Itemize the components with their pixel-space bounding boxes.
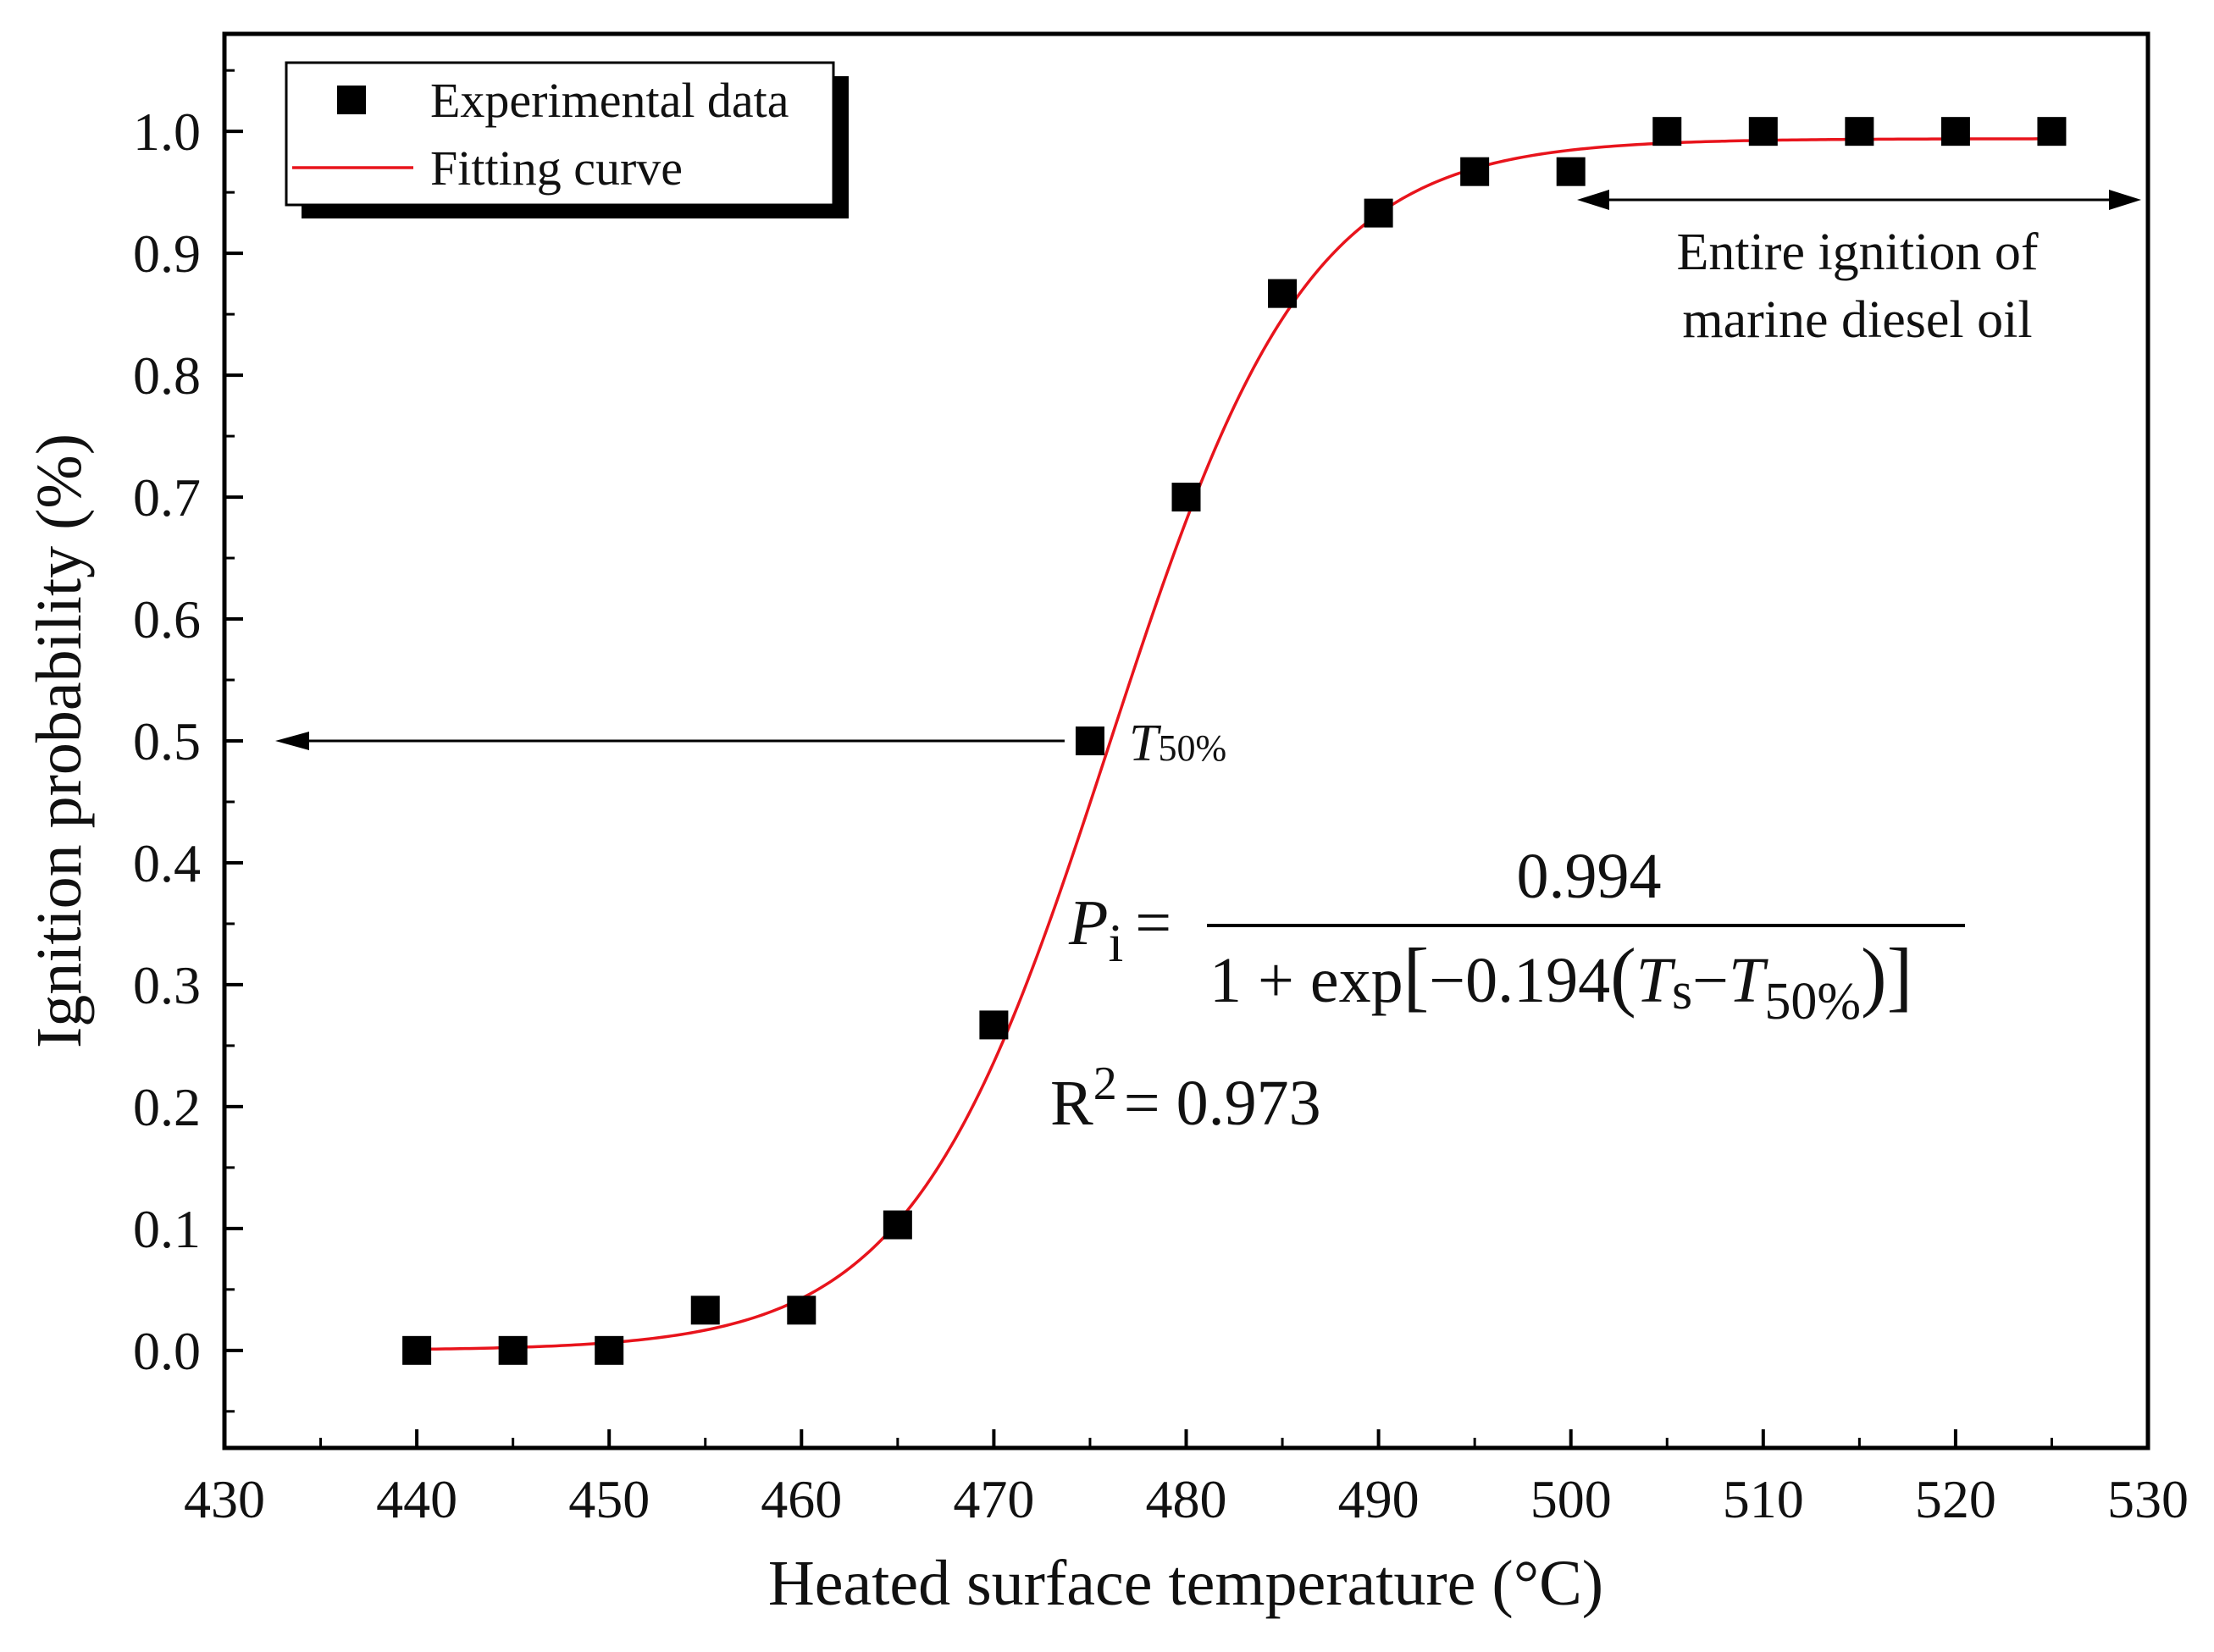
t50-label: T50% [1129, 715, 1226, 772]
ignition-label-line2: marine diesel oil [1682, 291, 2032, 349]
r-squared: R2 = 0.973 [1050, 1058, 1321, 1139]
y-tick-label: 0.7 [133, 467, 201, 528]
x-tick-label: 500 [1530, 1469, 1612, 1529]
data-point [1652, 117, 1682, 146]
y-tick-label: 0.6 [133, 589, 201, 649]
y-tick-label: 1.0 [133, 102, 201, 162]
legend-box [285, 61, 835, 207]
y-tick-label: 0.9 [133, 224, 201, 284]
t50-arrow [275, 732, 1065, 750]
y-tick-label: 0.5 [133, 711, 201, 771]
data-point [1556, 157, 1586, 186]
ignition-label-line1: Entire ignition of [1676, 224, 2038, 281]
data-point [1268, 279, 1298, 308]
x-tick-label: 490 [1338, 1469, 1420, 1529]
x-tick-label: 480 [1146, 1469, 1227, 1529]
x-tick-label: 440 [376, 1469, 457, 1529]
experimental-data-points [402, 117, 2067, 1365]
x-tick-label: 470 [953, 1469, 1034, 1529]
y-tick-label: 0.4 [133, 833, 201, 893]
equation-denominator: 1 + exp[−0.194(Ts−T50%)] [1209, 932, 1912, 1030]
data-point [883, 1210, 912, 1240]
data-point [690, 1296, 720, 1325]
legend-experimental-label: Experimental data [430, 73, 789, 128]
x-tick-label: 430 [184, 1469, 265, 1529]
x-tick-label: 450 [568, 1469, 650, 1529]
legend: Experimental data Fitting curve [285, 61, 849, 218]
ignition-arrow-left-head [1577, 190, 1609, 210]
ignition-range-arrow [1577, 190, 2141, 210]
data-point [979, 1010, 1009, 1040]
fitting-curve [417, 137, 2052, 1351]
data-point [1364, 198, 1393, 228]
data-point [1460, 157, 1490, 186]
y-tick-label: 0.0 [133, 1321, 201, 1381]
x-tick-label: 510 [1723, 1469, 1804, 1529]
equation-numerator: 0.994 [1517, 841, 1662, 912]
ignition-arrow-right-head [2109, 190, 2141, 210]
x-tick-label: 520 [1915, 1469, 1996, 1529]
x-axis: 430 440 450 460 470 480 490 500 510 520 530 [184, 1429, 2189, 1529]
data-point [1845, 117, 1874, 146]
legend-square-marker [337, 86, 366, 114]
data-point [787, 1296, 816, 1325]
fit-equation: Pi = 0.994 1 + exp[−0.194(Ts−T50%)] [1068, 841, 1965, 1030]
y-axis-title: Ignition probability (%) [24, 434, 95, 1048]
data-point [595, 1335, 624, 1365]
data-point [1940, 117, 1970, 146]
t50-arrow-head [275, 732, 309, 750]
data-point [402, 1335, 432, 1365]
data-point [498, 1335, 528, 1365]
data-point [2037, 117, 2067, 146]
data-point [1075, 727, 1104, 755]
data-point [1171, 483, 1201, 512]
data-point [1748, 117, 1778, 146]
y-axis: 0.0 0.1 0.2 0.3 0.4 0.5 0.6 0.7 0.8 0.9 1.0 [133, 69, 243, 1413]
x-tick-label: 460 [761, 1469, 842, 1529]
y-tick-label: 0.3 [133, 955, 201, 1015]
y-tick-label: 0.1 [133, 1199, 201, 1259]
x-tick-label: 530 [2107, 1469, 2189, 1529]
y-tick-label: 0.8 [133, 345, 201, 406]
legend-fitting-label: Fitting curve [430, 141, 683, 196]
equation-lhs: Pi = [1068, 887, 1171, 973]
x-axis-title: Heated surface temperature (°C) [768, 1548, 1603, 1619]
y-tick-label: 0.2 [133, 1077, 201, 1137]
